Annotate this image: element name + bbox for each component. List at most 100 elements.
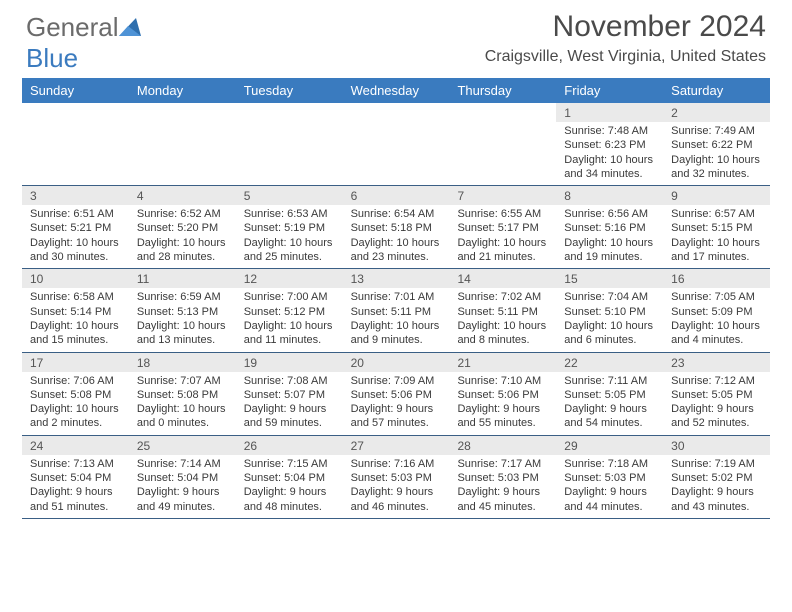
day-details: Sunrise: 7:49 AMSunset: 6:22 PMDaylight:… — [663, 122, 770, 185]
sunrise-text: Sunrise: 7:06 AM — [30, 374, 121, 388]
daylight-text: Daylight: 9 hours and 52 minutes. — [671, 402, 762, 431]
day-number: 18 — [129, 353, 236, 372]
calendar-cell: 9Sunrise: 6:57 AMSunset: 5:15 PMDaylight… — [663, 186, 770, 268]
daylight-text: Daylight: 10 hours and 23 minutes. — [351, 236, 442, 265]
logo: General Blue — [26, 12, 141, 74]
calendar-cell: 21Sunrise: 7:10 AMSunset: 5:06 PMDayligh… — [449, 353, 556, 435]
day-number: 21 — [449, 353, 556, 372]
sunset-text: Sunset: 5:12 PM — [244, 305, 335, 319]
day-details: Sunrise: 7:12 AMSunset: 5:05 PMDaylight:… — [663, 372, 770, 435]
day-number: 26 — [236, 436, 343, 455]
day-details: Sunrise: 6:53 AMSunset: 5:19 PMDaylight:… — [236, 205, 343, 268]
day-header: Wednesday — [343, 78, 450, 103]
day-number: 10 — [22, 269, 129, 288]
day-details: Sunrise: 7:16 AMSunset: 5:03 PMDaylight:… — [343, 455, 450, 518]
calendar-cell: 19Sunrise: 7:08 AMSunset: 5:07 PMDayligh… — [236, 353, 343, 435]
calendar-empty-cell — [449, 103, 556, 185]
daylight-text: Daylight: 10 hours and 11 minutes. — [244, 319, 335, 348]
sunrise-text: Sunrise: 7:02 AM — [457, 290, 548, 304]
daylight-text: Daylight: 10 hours and 17 minutes. — [671, 236, 762, 265]
day-number: 7 — [449, 186, 556, 205]
day-details: Sunrise: 6:54 AMSunset: 5:18 PMDaylight:… — [343, 205, 450, 268]
day-details: Sunrise: 6:52 AMSunset: 5:20 PMDaylight:… — [129, 205, 236, 268]
calendar-cell: 29Sunrise: 7:18 AMSunset: 5:03 PMDayligh… — [556, 436, 663, 518]
daylight-text: Daylight: 10 hours and 15 minutes. — [30, 319, 121, 348]
day-number: 22 — [556, 353, 663, 372]
sunset-text: Sunset: 5:10 PM — [564, 305, 655, 319]
daylight-text: Daylight: 9 hours and 49 minutes. — [137, 485, 228, 514]
sunrise-text: Sunrise: 6:57 AM — [671, 207, 762, 221]
sunset-text: Sunset: 5:05 PM — [671, 388, 762, 402]
daylight-text: Daylight: 10 hours and 30 minutes. — [30, 236, 121, 265]
daylight-text: Daylight: 9 hours and 59 minutes. — [244, 402, 335, 431]
day-details: Sunrise: 7:19 AMSunset: 5:02 PMDaylight:… — [663, 455, 770, 518]
sunrise-text: Sunrise: 7:04 AM — [564, 290, 655, 304]
day-number: 3 — [22, 186, 129, 205]
calendar-header-row: Sunday Monday Tuesday Wednesday Thursday… — [22, 78, 770, 103]
sunrise-text: Sunrise: 6:51 AM — [30, 207, 121, 221]
day-details: Sunrise: 6:56 AMSunset: 5:16 PMDaylight:… — [556, 205, 663, 268]
sunset-text: Sunset: 5:16 PM — [564, 221, 655, 235]
day-header: Tuesday — [236, 78, 343, 103]
calendar-empty-cell — [22, 103, 129, 185]
daylight-text: Daylight: 10 hours and 8 minutes. — [457, 319, 548, 348]
sunset-text: Sunset: 5:08 PM — [137, 388, 228, 402]
calendar-cell: 15 Sunrise: 7:04 AMSunset: 5:10 PMDayligh… — [556, 269, 663, 351]
calendar-cell: 14Sunrise: 7:02 AMSunset: 5:11 PMDayligh… — [449, 269, 556, 351]
sunrise-text: Sunrise: 7:00 AM — [244, 290, 335, 304]
day-number: 15 — [556, 269, 663, 288]
day-details: Sunrise: 6:58 AMSunset: 5:14 PMDaylight:… — [22, 288, 129, 351]
day-details: Sunrise: 7:02 AMSunset: 5:11 PMDaylight:… — [449, 288, 556, 351]
day-details: Sunrise: 6:51 AMSunset: 5:21 PMDaylight:… — [22, 205, 129, 268]
calendar: Sunday Monday Tuesday Wednesday Thursday… — [22, 78, 770, 519]
calendar-cell: 16Sunrise: 7:05 AMSunset: 5:09 PMDayligh… — [663, 269, 770, 351]
sunrise-text: Sunrise: 7:49 AM — [671, 124, 762, 138]
calendar-cell: 30Sunrise: 7:19 AMSunset: 5:02 PMDayligh… — [663, 436, 770, 518]
day-number: 13 — [343, 269, 450, 288]
sunset-text: Sunset: 6:23 PM — [564, 138, 655, 152]
month-title: November 2024 — [553, 10, 766, 44]
daylight-text: Daylight: 9 hours and 45 minutes. — [457, 485, 548, 514]
daylight-text: Daylight: 9 hours and 55 minutes. — [457, 402, 548, 431]
sunset-text: Sunset: 5:06 PM — [457, 388, 548, 402]
calendar-empty-cell — [343, 103, 450, 185]
day-number: 12 — [236, 269, 343, 288]
calendar-week: 17Sunrise: 7:06 AMSunset: 5:08 PMDayligh… — [22, 353, 770, 436]
day-number: 27 — [343, 436, 450, 455]
day-header: Saturday — [663, 78, 770, 103]
daylight-text: Daylight: 10 hours and 25 minutes. — [244, 236, 335, 265]
sunrise-text: Sunrise: 7:14 AM — [137, 457, 228, 471]
calendar-week: 1Sunrise: 7:48 AMSunset: 6:23 PMDaylight… — [22, 103, 770, 186]
calendar-cell: 28Sunrise: 7:17 AMSunset: 5:03 PMDayligh… — [449, 436, 556, 518]
calendar-cell: 1Sunrise: 7:48 AMSunset: 6:23 PMDaylight… — [556, 103, 663, 185]
daylight-text: Daylight: 10 hours and 0 minutes. — [137, 402, 228, 431]
calendar-cell: 8Sunrise: 6:56 AMSunset: 5:16 PMDaylight… — [556, 186, 663, 268]
sunrise-text: Sunrise: 7:05 AM — [671, 290, 762, 304]
sunset-text: Sunset: 6:22 PM — [671, 138, 762, 152]
sunrise-text: Sunrise: 7:11 AM — [564, 374, 655, 388]
day-details: Sunrise: 7:09 AMSunset: 5:06 PMDaylight:… — [343, 372, 450, 435]
daylight-text: Daylight: 10 hours and 4 minutes. — [671, 319, 762, 348]
daylight-text: Daylight: 10 hours and 6 minutes. — [564, 319, 655, 348]
sunrise-text: Sunrise: 7:07 AM — [137, 374, 228, 388]
sunset-text: Sunset: 5:04 PM — [30, 471, 121, 485]
calendar-cell: 20Sunrise: 7:09 AMSunset: 5:06 PMDayligh… — [343, 353, 450, 435]
calendar-cell: 3Sunrise: 6:51 AMSunset: 5:21 PMDaylight… — [22, 186, 129, 268]
day-number: 30 — [663, 436, 770, 455]
daylight-text: Daylight: 10 hours and 13 minutes. — [137, 319, 228, 348]
daylight-text: Daylight: 10 hours and 28 minutes. — [137, 236, 228, 265]
day-details: Sunrise: 7:01 AMSunset: 5:11 PMDaylight:… — [343, 288, 450, 351]
daylight-text: Daylight: 10 hours and 32 minutes. — [671, 153, 762, 182]
day-details: Sunrise: 7:06 AMSunset: 5:08 PMDaylight:… — [22, 372, 129, 435]
sunrise-text: Sunrise: 7:13 AM — [30, 457, 121, 471]
day-number: 16 — [663, 269, 770, 288]
sunset-text: Sunset: 5:03 PM — [564, 471, 655, 485]
sunrise-text: Sunrise: 6:56 AM — [564, 207, 655, 221]
sunset-text: Sunset: 5:08 PM — [30, 388, 121, 402]
sunrise-text: Sunrise: 7:17 AM — [457, 457, 548, 471]
sunset-text: Sunset: 5:18 PM — [351, 221, 442, 235]
sunset-text: Sunset: 5:15 PM — [671, 221, 762, 235]
day-number: 19 — [236, 353, 343, 372]
sunrise-text: Sunrise: 7:16 AM — [351, 457, 442, 471]
daylight-text: Daylight: 9 hours and 44 minutes. — [564, 485, 655, 514]
